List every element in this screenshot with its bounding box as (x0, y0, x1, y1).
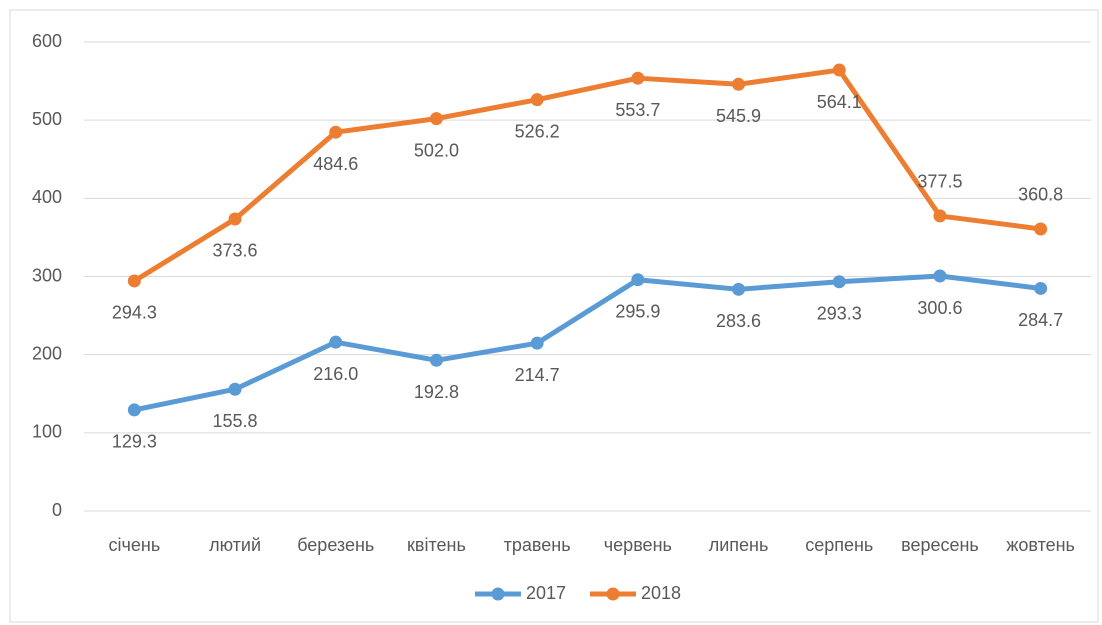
point (530, 336, 544, 350)
point (933, 209, 947, 223)
data-label: 553.7 (615, 100, 660, 120)
point (631, 71, 645, 85)
point (933, 269, 947, 283)
data-label: 295.9 (615, 301, 660, 321)
point (732, 77, 746, 91)
y-tick-label: 0 (52, 500, 62, 520)
point (429, 353, 443, 367)
y-tick-label: 500 (32, 109, 62, 129)
x-tick-label: березень (297, 535, 374, 555)
chart-border (9, 9, 1099, 623)
legend-label: 2017 (526, 583, 566, 603)
x-tick-label: липень (709, 535, 769, 555)
point (832, 275, 846, 289)
data-label: 484.6 (313, 154, 358, 174)
x-tick-label: червень (604, 535, 672, 555)
x-tick-label: жовтень (1006, 535, 1075, 555)
point (732, 282, 746, 296)
data-label: 526.2 (515, 121, 560, 141)
data-label: 373.6 (213, 241, 258, 261)
legend-marker (606, 587, 620, 601)
y-tick-label: 600 (32, 31, 62, 51)
y-tick-label: 300 (32, 265, 62, 285)
data-label: 216.0 (313, 364, 358, 384)
data-label: 502.0 (414, 140, 459, 160)
data-label: 300.6 (917, 298, 962, 318)
point (429, 112, 443, 126)
data-label: 155.8 (213, 411, 258, 431)
x-tick-label: вересень (901, 535, 979, 555)
y-tick-label: 200 (32, 343, 62, 363)
point (530, 93, 544, 107)
x-tick-label: лютий (209, 535, 261, 555)
point (1034, 281, 1048, 295)
y-tick-label: 400 (32, 187, 62, 207)
point (832, 63, 846, 77)
data-label: 564.1 (817, 92, 862, 112)
data-label: 284.7 (1018, 310, 1063, 330)
data-label: 283.6 (716, 311, 761, 331)
x-tick-label: січень (108, 535, 160, 555)
point (329, 335, 343, 349)
x-tick-label: травень (504, 535, 571, 555)
y-tick-label: 100 (32, 422, 62, 442)
point (631, 273, 645, 287)
data-label: 214.7 (515, 365, 560, 385)
data-label: 377.5 (917, 172, 962, 192)
point (1034, 222, 1048, 236)
data-label: 192.8 (414, 382, 459, 402)
point (228, 382, 242, 396)
x-tick-label: серпень (805, 535, 873, 555)
data-label: 360.8 (1018, 185, 1063, 205)
series-line (133, 67, 1041, 284)
point (127, 274, 141, 288)
legend-marker (491, 587, 505, 601)
x-tick-label: квітень (407, 535, 466, 555)
data-label: 545.9 (716, 106, 761, 126)
point (127, 403, 141, 417)
data-label: 294.3 (112, 303, 157, 323)
series-line (133, 273, 1041, 413)
point (329, 125, 343, 139)
legend-label: 2018 (641, 583, 681, 603)
data-label: 129.3 (112, 432, 157, 452)
point (228, 212, 242, 226)
data-label: 293.3 (817, 303, 862, 323)
